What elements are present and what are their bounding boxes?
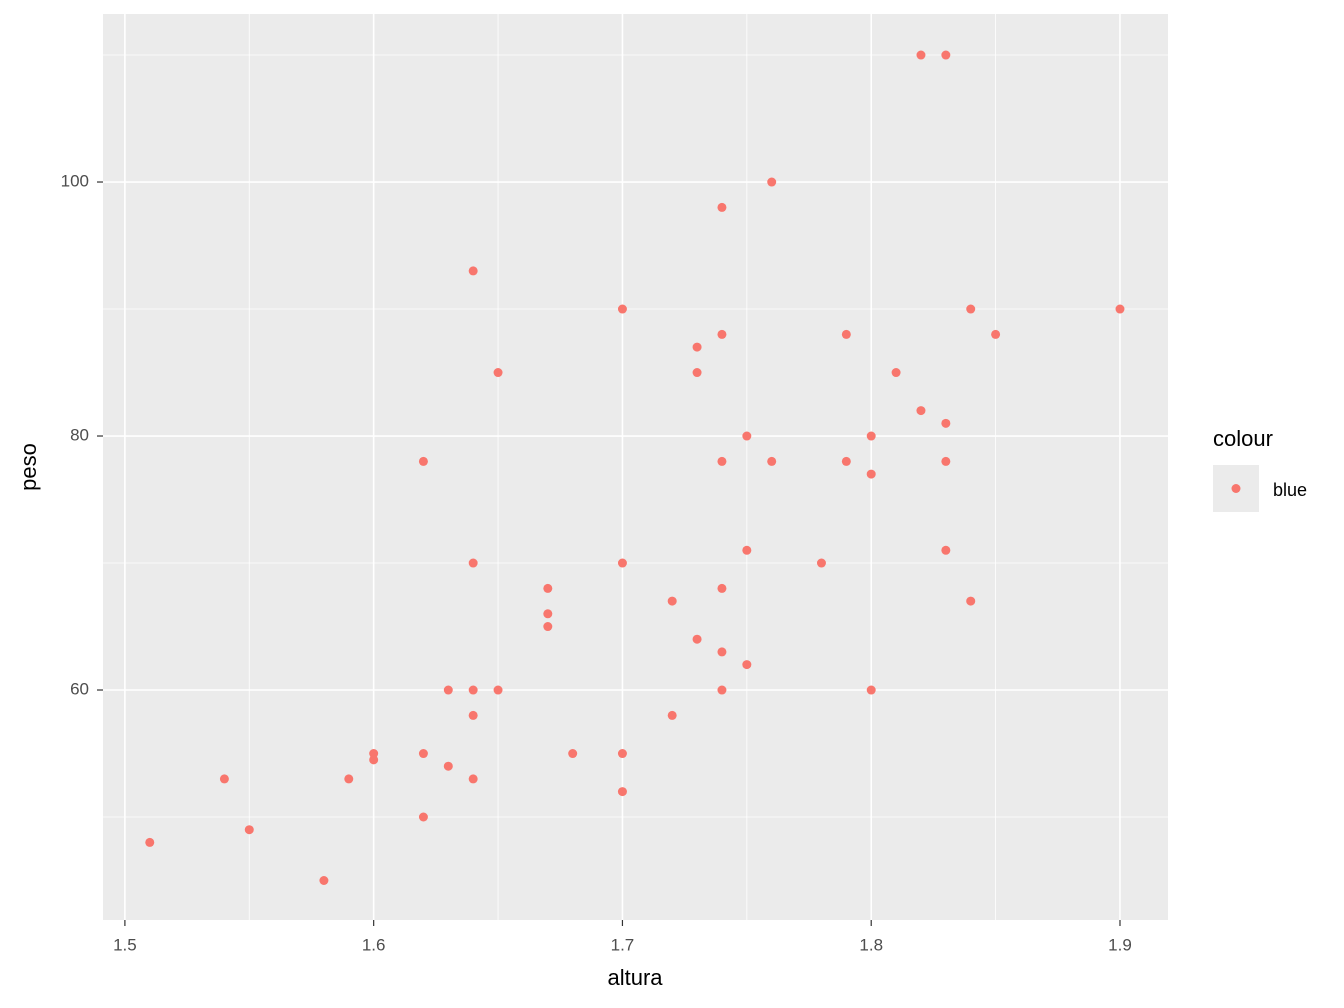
legend-label: blue [1273,480,1307,500]
grid [103,14,1168,920]
point [667,596,677,606]
point [244,825,254,835]
point [443,685,453,695]
point [543,622,553,632]
y-tick-label: 100 [61,172,89,191]
point [443,761,453,771]
point [418,749,428,759]
panel [103,14,1168,920]
point [692,634,702,644]
y-tick-label: 60 [70,679,89,698]
point [941,545,951,555]
point [543,609,553,619]
point [966,596,976,606]
point [1115,304,1125,314]
point [742,545,752,555]
x-tick-label: 1.8 [859,935,883,954]
point [717,329,727,339]
point [717,583,727,593]
point [418,812,428,822]
point [369,749,379,759]
point [767,456,777,466]
point [617,558,627,568]
point [891,368,901,378]
point [418,456,428,466]
y-axis-title: peso [16,443,41,491]
x-tick-label: 1.6 [362,935,386,954]
point [468,710,478,720]
point [991,329,1001,339]
point [866,469,876,479]
point [617,787,627,797]
point [468,558,478,568]
point [568,749,578,759]
point [692,342,702,352]
point [717,647,727,657]
point [717,456,727,466]
point [742,660,752,670]
point [841,329,851,339]
point [468,266,478,276]
x-axis-title: altura [607,965,663,990]
point [493,368,503,378]
point [617,749,627,759]
point [941,50,951,60]
x-tick-label: 1.7 [611,935,635,954]
point [816,558,826,568]
point [667,710,677,720]
y-tick-label: 80 [70,425,89,444]
point [319,876,329,886]
point [692,368,702,378]
point [916,50,926,60]
point [941,418,951,428]
point [717,202,727,212]
legend-title: colour [1213,426,1273,451]
point [866,431,876,441]
point [941,456,951,466]
point [866,685,876,695]
legend-marker [1231,484,1241,493]
point [145,837,155,847]
point [369,755,379,765]
point [767,177,777,187]
point [617,304,627,314]
point [742,431,752,441]
point [219,774,229,784]
point [543,583,553,593]
point [916,406,926,416]
point [841,456,851,466]
points [145,50,1125,886]
point [966,304,976,314]
point [493,685,503,695]
x-tick-label: 1.5 [113,935,137,954]
x-tick-label: 1.9 [1108,935,1132,954]
point [468,774,478,784]
point [468,685,478,695]
point [717,685,727,695]
point [344,774,354,784]
